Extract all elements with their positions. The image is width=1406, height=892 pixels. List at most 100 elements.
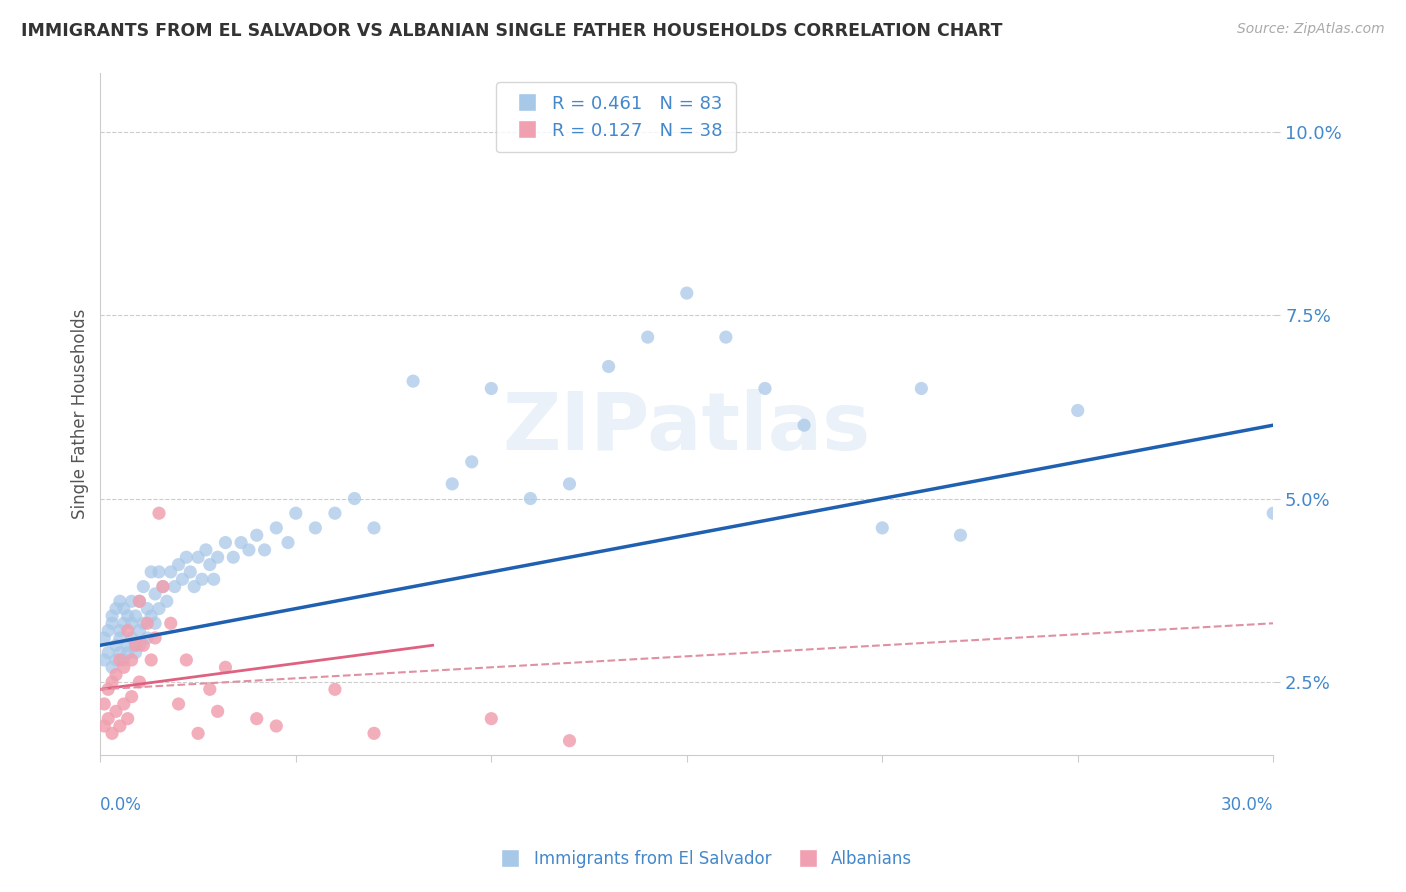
Point bbox=[910, 382, 932, 396]
Point bbox=[121, 653, 143, 667]
Point bbox=[479, 382, 502, 396]
Point bbox=[479, 712, 502, 726]
Point bbox=[1263, 506, 1285, 520]
Point bbox=[121, 690, 143, 704]
Text: 30.0%: 30.0% bbox=[1220, 797, 1274, 814]
Point bbox=[253, 542, 276, 557]
Point bbox=[949, 528, 972, 542]
Point bbox=[101, 609, 124, 624]
Legend: R = 0.461   N = 83, R = 0.127   N = 38: R = 0.461 N = 83, R = 0.127 N = 38 bbox=[496, 82, 735, 153]
Point bbox=[108, 631, 131, 645]
Point bbox=[167, 558, 190, 572]
Point bbox=[132, 616, 155, 631]
Point bbox=[159, 616, 181, 631]
Point bbox=[121, 594, 143, 608]
Point bbox=[194, 542, 217, 557]
Point bbox=[136, 616, 159, 631]
Point bbox=[101, 675, 124, 690]
Point bbox=[143, 616, 166, 631]
Point bbox=[238, 542, 260, 557]
Point bbox=[214, 660, 236, 674]
Point bbox=[121, 616, 143, 631]
Point bbox=[152, 580, 174, 594]
Point bbox=[132, 580, 155, 594]
Point bbox=[148, 506, 170, 520]
Point bbox=[101, 616, 124, 631]
Point bbox=[179, 565, 201, 579]
Point bbox=[266, 719, 288, 733]
Text: 0.0%: 0.0% bbox=[100, 797, 142, 814]
Point bbox=[148, 601, 170, 615]
Point bbox=[97, 624, 120, 638]
Point bbox=[872, 521, 894, 535]
Point bbox=[104, 704, 127, 718]
Point bbox=[128, 624, 150, 638]
Point bbox=[108, 719, 131, 733]
Point bbox=[323, 506, 346, 520]
Point bbox=[793, 418, 815, 433]
Point bbox=[136, 601, 159, 615]
Point bbox=[637, 330, 659, 344]
Point bbox=[101, 726, 124, 740]
Point bbox=[266, 521, 288, 535]
Text: IMMIGRANTS FROM EL SALVADOR VS ALBANIAN SINGLE FATHER HOUSEHOLDS CORRELATION CHA: IMMIGRANTS FROM EL SALVADOR VS ALBANIAN … bbox=[21, 22, 1002, 40]
Point bbox=[167, 697, 190, 711]
Point bbox=[558, 476, 581, 491]
Point bbox=[117, 646, 139, 660]
Point bbox=[143, 631, 166, 645]
Point bbox=[156, 594, 179, 608]
Point bbox=[202, 572, 225, 586]
Point bbox=[112, 653, 135, 667]
Point bbox=[363, 521, 385, 535]
Text: Source: ZipAtlas.com: Source: ZipAtlas.com bbox=[1237, 22, 1385, 37]
Point bbox=[304, 521, 326, 535]
Point bbox=[128, 675, 150, 690]
Point bbox=[112, 601, 135, 615]
Point bbox=[117, 609, 139, 624]
Point bbox=[172, 572, 194, 586]
Point bbox=[93, 719, 115, 733]
Point bbox=[93, 697, 115, 711]
Point bbox=[141, 653, 163, 667]
Point bbox=[93, 631, 115, 645]
Point bbox=[754, 382, 776, 396]
Point bbox=[191, 572, 214, 586]
Point bbox=[207, 550, 229, 565]
Point bbox=[675, 286, 697, 301]
Point bbox=[124, 638, 146, 652]
Point bbox=[207, 704, 229, 718]
Point bbox=[141, 609, 163, 624]
Point bbox=[187, 726, 209, 740]
Y-axis label: Single Father Households: Single Father Households bbox=[72, 309, 89, 519]
Point bbox=[104, 601, 127, 615]
Point bbox=[121, 631, 143, 645]
Point bbox=[128, 594, 150, 608]
Point bbox=[117, 638, 139, 652]
Point bbox=[143, 587, 166, 601]
Point bbox=[163, 580, 186, 594]
Point bbox=[198, 558, 221, 572]
Point bbox=[519, 491, 541, 506]
Point bbox=[97, 646, 120, 660]
Point bbox=[343, 491, 366, 506]
Point bbox=[159, 565, 181, 579]
Legend: Immigrants from El Salvador, Albanians: Immigrants from El Salvador, Albanians bbox=[486, 844, 920, 875]
Point bbox=[198, 682, 221, 697]
Point bbox=[1067, 403, 1090, 417]
Point bbox=[277, 535, 299, 549]
Point bbox=[128, 638, 150, 652]
Point bbox=[246, 712, 269, 726]
Point bbox=[187, 550, 209, 565]
Point bbox=[176, 550, 198, 565]
Point bbox=[363, 726, 385, 740]
Point bbox=[112, 616, 135, 631]
Point bbox=[214, 535, 236, 549]
Point bbox=[108, 624, 131, 638]
Point bbox=[558, 733, 581, 747]
Point bbox=[112, 660, 135, 674]
Point bbox=[152, 580, 174, 594]
Point bbox=[246, 528, 269, 542]
Point bbox=[97, 682, 120, 697]
Point bbox=[108, 653, 131, 667]
Point bbox=[108, 646, 131, 660]
